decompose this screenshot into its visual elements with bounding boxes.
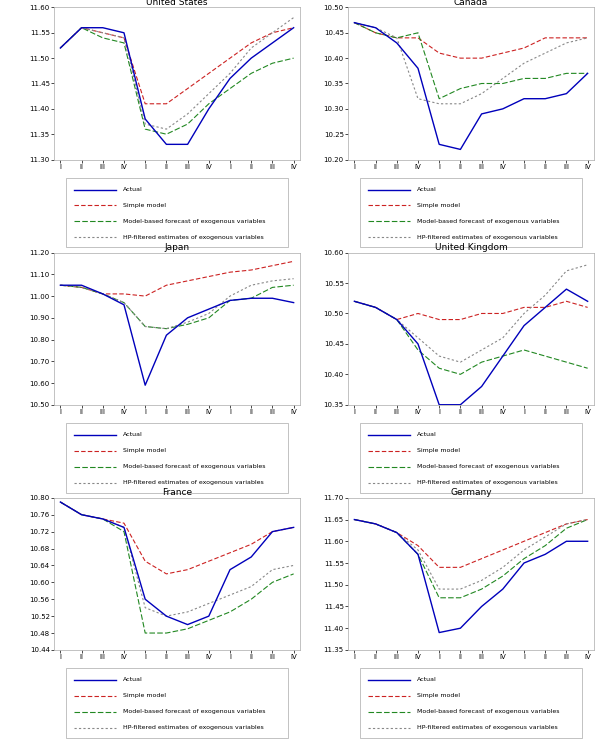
Text: 2008: 2008: [377, 429, 396, 438]
FancyBboxPatch shape: [66, 178, 288, 247]
Text: 2010: 2010: [546, 429, 565, 438]
Text: Actual: Actual: [123, 187, 143, 192]
Text: Model-based forecast of exogenous variables: Model-based forecast of exogenous variab…: [417, 710, 559, 714]
Text: 2009: 2009: [461, 675, 481, 684]
Title: France: France: [162, 488, 192, 497]
Text: HP-filtered estimates of exogenous variables: HP-filtered estimates of exogenous varia…: [417, 725, 557, 730]
Text: 2008: 2008: [83, 429, 102, 438]
Text: Simple model: Simple model: [417, 448, 460, 453]
Text: Actual: Actual: [417, 187, 437, 192]
Text: HP-filtered estimates of exogenous variables: HP-filtered estimates of exogenous varia…: [123, 480, 263, 485]
FancyBboxPatch shape: [361, 668, 582, 738]
Text: 2009: 2009: [167, 675, 187, 684]
Text: Actual: Actual: [417, 678, 437, 682]
Text: 2010: 2010: [546, 184, 565, 193]
Text: Model-based forecast of exogenous variables: Model-based forecast of exogenous variab…: [123, 219, 265, 224]
Text: 2008: 2008: [83, 675, 102, 684]
Text: Simple model: Simple model: [123, 693, 166, 698]
FancyBboxPatch shape: [361, 423, 582, 493]
Title: Canada: Canada: [454, 0, 488, 7]
Text: 2008: 2008: [377, 675, 396, 684]
Title: Germany: Germany: [450, 488, 492, 497]
Text: Actual: Actual: [123, 432, 143, 437]
Text: 2009: 2009: [461, 184, 481, 193]
FancyBboxPatch shape: [361, 178, 582, 247]
Text: Actual: Actual: [123, 678, 143, 682]
Text: 2010: 2010: [252, 184, 271, 193]
Text: Actual: Actual: [417, 432, 437, 437]
Text: Simple model: Simple model: [123, 203, 166, 208]
FancyBboxPatch shape: [66, 668, 288, 738]
Text: 2010: 2010: [546, 675, 565, 684]
Text: 2010: 2010: [252, 429, 271, 438]
Title: Japan: Japan: [164, 243, 190, 252]
Text: HP-filtered estimates of exogenous variables: HP-filtered estimates of exogenous varia…: [417, 235, 557, 240]
Text: 2009: 2009: [167, 429, 187, 438]
Text: Simple model: Simple model: [417, 203, 460, 208]
FancyBboxPatch shape: [66, 423, 288, 493]
Text: Simple model: Simple model: [123, 448, 166, 453]
Text: HP-filtered estimates of exogenous variables: HP-filtered estimates of exogenous varia…: [123, 725, 263, 730]
Title: United Kingdom: United Kingdom: [434, 243, 508, 252]
Text: HP-filtered estimates of exogenous variables: HP-filtered estimates of exogenous varia…: [417, 480, 557, 485]
Text: HP-filtered estimates of exogenous variables: HP-filtered estimates of exogenous varia…: [123, 235, 263, 240]
Text: Simple model: Simple model: [417, 693, 460, 698]
Text: 2009: 2009: [167, 184, 187, 193]
Text: Model-based forecast of exogenous variables: Model-based forecast of exogenous variab…: [123, 464, 265, 469]
Text: 2009: 2009: [461, 429, 481, 438]
Text: Model-based forecast of exogenous variables: Model-based forecast of exogenous variab…: [417, 464, 559, 469]
Text: 2008: 2008: [83, 184, 102, 193]
Text: Model-based forecast of exogenous variables: Model-based forecast of exogenous variab…: [417, 219, 559, 224]
Text: 2008: 2008: [377, 184, 396, 193]
Title: United States: United States: [146, 0, 208, 7]
Text: Model-based forecast of exogenous variables: Model-based forecast of exogenous variab…: [123, 710, 265, 714]
Text: 2010: 2010: [252, 675, 271, 684]
